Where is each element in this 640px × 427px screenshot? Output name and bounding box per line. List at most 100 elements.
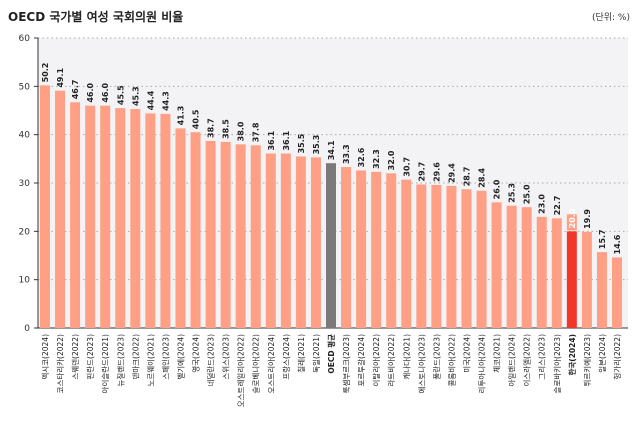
bar <box>446 185 457 328</box>
category-label: 노르웨이(2021) <box>145 334 155 387</box>
y-tick-label: 50 <box>19 82 31 92</box>
bar <box>100 105 111 329</box>
category-label: 핀란드(2023) <box>85 334 95 380</box>
category-label: 영국(2024) <box>191 334 201 373</box>
category-label: 코스타리카(2022) <box>56 334 65 394</box>
bar <box>476 190 487 328</box>
value-label: 46.7 <box>71 80 80 100</box>
value-label: 30.7 <box>402 157 411 177</box>
category-label: 이스라엘(2022) <box>522 334 532 387</box>
bar <box>566 231 577 328</box>
value-label: 36.1 <box>282 130 291 150</box>
category-label: 일본(2024) <box>598 334 607 373</box>
category-label: 헝가리(2022) <box>613 334 622 380</box>
bar <box>265 153 276 328</box>
bar <box>431 184 442 328</box>
category-label: 칠레(2021) <box>297 334 306 373</box>
y-tick-label: 30 <box>19 179 31 189</box>
value-label: 29.6 <box>432 162 441 182</box>
bar <box>160 113 171 328</box>
bar <box>371 171 382 328</box>
value-label: 32.0 <box>387 150 396 170</box>
category-label: 벨기에(2024) <box>176 334 185 380</box>
bar <box>506 205 517 328</box>
value-label: 28.4 <box>478 168 487 188</box>
bar <box>341 167 352 328</box>
category-label: 체코(2021) <box>492 334 502 373</box>
value-label: 32.3 <box>372 149 381 169</box>
category-label: 라트비아(2022) <box>386 334 396 387</box>
category-label: 네덜란드(2023) <box>206 334 216 387</box>
value-label: 22.7 <box>553 196 562 216</box>
category-label: 리투아니아(2024) <box>477 334 487 394</box>
bar <box>280 153 291 328</box>
y-tick-label: 10 <box>19 276 31 286</box>
value-label: 35.5 <box>297 133 306 153</box>
bar <box>175 128 186 328</box>
bar <box>235 144 246 328</box>
value-label: 37.8 <box>252 122 261 142</box>
value-label: 46.0 <box>101 82 110 102</box>
bar <box>130 109 141 328</box>
category-label: OECD 평균 <box>326 334 336 374</box>
bar <box>326 163 336 328</box>
value-label: 26.0 <box>493 179 502 199</box>
category-label: 독일(2021) <box>312 334 321 373</box>
category-label: 스웨덴(2022) <box>71 334 80 380</box>
value-label: 33.3 <box>342 144 351 164</box>
unit-label: (단위: %) <box>591 13 630 23</box>
category-label: 뉴질랜드(2023) <box>115 334 125 387</box>
bar <box>205 140 216 328</box>
value-label: 40.5 <box>192 109 201 129</box>
value-label: 38.0 <box>237 121 246 141</box>
bar <box>295 156 306 328</box>
bar <box>310 157 321 328</box>
value-label: 19.9 <box>583 209 592 229</box>
value-label: 45.3 <box>131 86 140 106</box>
value-label: 29.4 <box>447 163 456 183</box>
bar <box>115 108 126 328</box>
value-label: 41.3 <box>176 106 185 126</box>
category-label: 슬로바키아(2023) <box>552 334 562 394</box>
value-label: 25.0 <box>523 184 532 204</box>
y-tick-label: 40 <box>19 131 31 141</box>
category-label: 오스트리아(2024) <box>266 334 276 394</box>
category-label: 이탈리아(2022) <box>371 334 381 387</box>
chart-title: OECD 국가별 여성 국회의원 비율 <box>8 10 184 24</box>
bar <box>220 141 231 328</box>
bar <box>596 252 607 328</box>
category-label: 스페인(2023) <box>160 334 170 380</box>
value-label: 32.6 <box>357 147 366 167</box>
bar <box>612 257 622 328</box>
value-label: 23.0 <box>538 194 547 214</box>
bar <box>145 113 156 329</box>
category-label: 캐나다(2021) <box>402 334 411 380</box>
category-label: 오스트레일리아(2022) <box>236 334 246 407</box>
value-label: 50.2 <box>41 63 50 83</box>
category-label: 미국(2024) <box>462 334 471 373</box>
category-label: 프랑스(2024) <box>282 334 291 380</box>
bar <box>401 179 412 328</box>
value-label: 29.7 <box>417 162 426 182</box>
value-label: 15.7 <box>598 229 607 249</box>
bar <box>521 207 532 328</box>
category-label: 에스토니아(2023) <box>416 334 426 394</box>
category-label: 콜롬비아(2022) <box>446 334 456 387</box>
value-label: 25.3 <box>508 183 517 203</box>
value-label-bg <box>566 214 577 231</box>
bar <box>491 202 502 328</box>
value-label: 36.1 <box>267 130 276 150</box>
bar <box>386 173 397 328</box>
bar <box>416 184 427 328</box>
category-label: 아일랜드(2024) <box>507 334 517 387</box>
value-label: 46.0 <box>86 82 95 102</box>
category-label: 덴마크(2022) <box>131 334 140 380</box>
value-label: 45.5 <box>116 85 125 105</box>
bar <box>190 132 201 328</box>
bar <box>40 85 50 328</box>
bar <box>55 90 66 328</box>
bar <box>70 102 81 329</box>
value-label: 14.6 <box>613 234 622 254</box>
y-tick-label: 20 <box>19 227 31 237</box>
